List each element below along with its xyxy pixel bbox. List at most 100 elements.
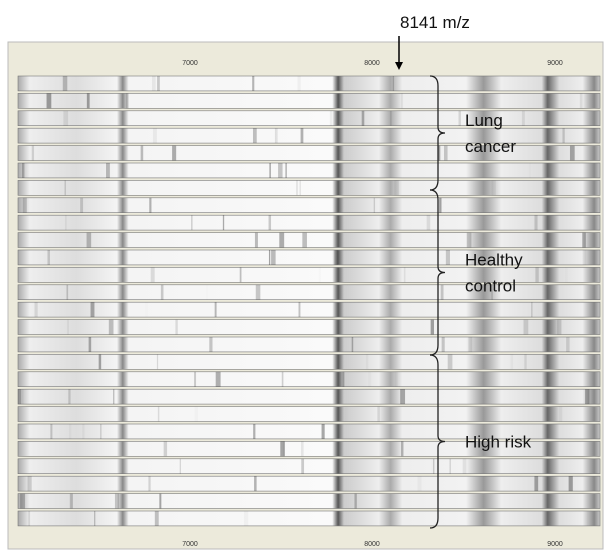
lane — [17, 388, 601, 405]
band — [99, 424, 102, 439]
band — [282, 441, 285, 457]
lane — [17, 441, 601, 457]
band — [301, 458, 305, 474]
lane — [17, 93, 601, 109]
band — [156, 354, 159, 370]
band — [557, 319, 562, 335]
band — [568, 476, 573, 492]
lane — [17, 197, 601, 214]
lane — [17, 371, 601, 387]
band — [587, 511, 588, 526]
band — [65, 215, 67, 231]
band — [206, 285, 207, 300]
band — [140, 145, 144, 161]
top-tick-label: 7000 — [182, 60, 198, 67]
band — [88, 337, 92, 352]
band — [125, 93, 129, 109]
band — [172, 145, 177, 161]
band — [534, 215, 538, 231]
band — [179, 458, 181, 474]
band — [82, 424, 85, 439]
band — [582, 250, 587, 265]
band — [565, 267, 568, 282]
band — [319, 267, 321, 282]
band — [558, 406, 563, 422]
band — [98, 354, 102, 370]
band — [148, 476, 151, 492]
band — [20, 389, 23, 404]
lanes — [17, 75, 601, 527]
lane — [17, 319, 601, 335]
arrowhead — [395, 62, 403, 70]
band — [150, 267, 155, 283]
lane — [17, 162, 601, 179]
brace — [429, 189, 446, 356]
band — [354, 493, 357, 509]
band — [254, 232, 258, 248]
band — [244, 511, 248, 526]
band — [90, 302, 95, 318]
band — [535, 267, 539, 283]
band — [462, 458, 467, 474]
lane — [17, 336, 601, 353]
band — [67, 319, 69, 335]
band — [444, 145, 448, 161]
band — [280, 441, 284, 457]
band — [534, 476, 539, 492]
band — [441, 337, 445, 352]
band — [50, 424, 53, 439]
band — [163, 441, 168, 457]
band — [62, 76, 68, 91]
bottom-tick-label: 7000 — [182, 541, 198, 548]
band — [113, 389, 115, 405]
band — [68, 389, 71, 405]
group-label: High risk — [465, 433, 532, 452]
lane — [17, 232, 601, 248]
band — [524, 354, 527, 370]
band — [403, 267, 406, 283]
band — [439, 197, 442, 213]
band — [300, 128, 304, 144]
band — [373, 197, 376, 213]
band — [299, 180, 301, 196]
bottom-tick-label: 9000 — [547, 541, 563, 548]
braces — [429, 75, 446, 529]
lane — [17, 214, 601, 231]
band — [28, 511, 31, 526]
lane — [17, 406, 601, 422]
band — [468, 337, 473, 352]
lane — [17, 75, 601, 92]
band — [529, 163, 531, 178]
band — [154, 511, 159, 526]
band — [302, 232, 307, 248]
band — [278, 163, 283, 178]
band — [491, 284, 493, 300]
band — [394, 180, 399, 196]
band — [466, 232, 472, 248]
band — [417, 476, 421, 491]
band — [390, 110, 392, 126]
band — [279, 232, 285, 248]
band — [114, 493, 120, 509]
group-label: cancer — [465, 137, 516, 156]
band — [296, 180, 298, 196]
band — [157, 76, 160, 91]
band — [321, 424, 325, 439]
lane — [17, 423, 601, 440]
band — [152, 128, 157, 144]
band — [566, 337, 570, 352]
band — [160, 284, 164, 300]
labels: Lung cancer Healthy control High risk — [465, 111, 532, 452]
band — [449, 458, 451, 474]
band — [252, 76, 255, 91]
top-tick-label: 9000 — [547, 60, 563, 67]
band — [268, 250, 271, 265]
bottom-tick-label: 8000 — [364, 541, 380, 548]
band — [34, 302, 38, 318]
brace — [429, 75, 446, 191]
band — [562, 128, 565, 144]
band — [151, 76, 156, 91]
band — [400, 93, 404, 109]
band — [159, 493, 162, 509]
